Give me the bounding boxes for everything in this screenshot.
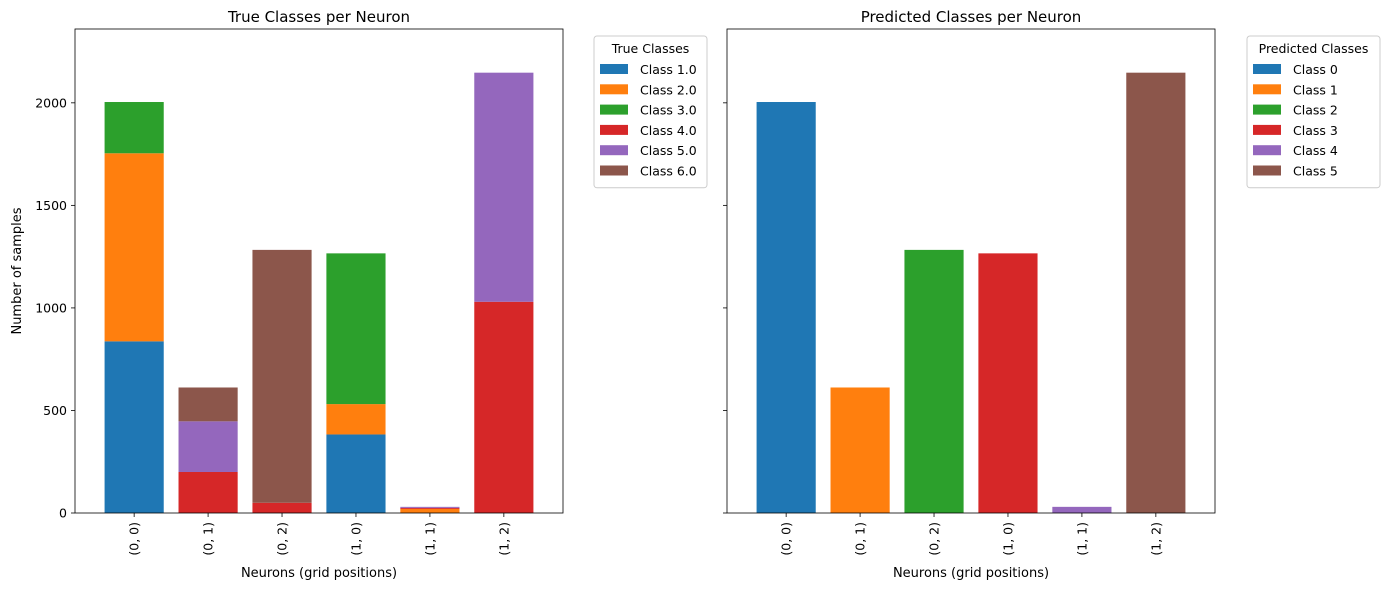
legend-label: Class 3	[1293, 123, 1338, 138]
legend-label: Class 5	[1293, 164, 1338, 179]
legend-title: True Classes	[611, 41, 690, 56]
bar-5-5	[1126, 72, 1186, 514]
legend-swatch	[1253, 124, 1281, 135]
legend-swatch	[600, 124, 628, 135]
bar-0-0	[756, 102, 816, 513]
x-tick-label: (1, 1)	[422, 522, 437, 556]
bar-4-4	[1052, 506, 1112, 513]
legend-swatch	[1253, 165, 1281, 176]
y-axis-label: Number of samples	[10, 207, 25, 334]
legend: True Classes Class 1.0 Class 2.0 Class 3.0 C…	[593, 35, 708, 189]
bar-2-3	[326, 253, 386, 405]
bar-4-1	[178, 421, 238, 472]
bar-1-1	[830, 387, 890, 513]
bar-3-3	[978, 253, 1038, 514]
y-tick-label: 2000	[35, 95, 67, 110]
legend-label: Class 2	[1293, 103, 1338, 118]
legend-label: Class 0	[1293, 62, 1338, 77]
legend-swatch	[1253, 145, 1281, 156]
bar-2-0	[104, 102, 164, 154]
x-tick-label: (0, 2)	[275, 522, 290, 556]
x-tick-label: (1, 1)	[1074, 522, 1089, 556]
x-tick-label: (0, 0)	[779, 522, 794, 556]
x-tick-label: (0, 0)	[127, 522, 142, 556]
x-axis-label: Neurons (grid positions)	[893, 566, 1049, 581]
bar-3-4	[400, 507, 460, 509]
legend-swatch	[600, 84, 628, 95]
bar-1-0	[104, 153, 164, 342]
bar-3-5	[474, 301, 534, 513]
x-tick-label: (1, 2)	[1148, 522, 1163, 556]
legend-swatch	[600, 64, 628, 74]
bar-4-5	[474, 72, 534, 302]
legend-label: Class 1.0	[640, 62, 697, 77]
legend-label: Class 4	[1293, 143, 1338, 158]
bar-0-0	[104, 341, 164, 513]
legend-swatch	[600, 165, 628, 176]
legend: Predicted Classes Class 0 Class 1 Class 2 Cl…	[1246, 35, 1381, 189]
plot-frame	[74, 28, 564, 514]
legend-swatch	[600, 104, 628, 115]
legend-label: Class 6.0	[640, 164, 697, 179]
true-classes-panel: 0 500 1000 1500 2000 (0, 0) (0, 1) (0, 2) (1, 0)…	[10, 8, 708, 581]
chart-title: True Classes per Neuron	[227, 8, 410, 26]
legend-label: Class 3.0	[640, 103, 697, 118]
bar-0-3	[326, 434, 386, 513]
y-tick-label: 1500	[35, 198, 67, 213]
bar-5-1	[178, 387, 238, 422]
legend-label: Class 5.0	[640, 143, 697, 158]
legend-swatch	[1253, 64, 1281, 74]
bar-3-1	[178, 471, 238, 513]
plot-frame	[726, 28, 1216, 514]
y-tick-label: 500	[43, 403, 67, 418]
x-tick-label: (0, 2)	[927, 522, 942, 556]
bar-1-3	[326, 404, 386, 435]
legend-label: Class 4.0	[640, 123, 697, 138]
chart-title: Predicted Classes per Neuron	[861, 8, 1082, 26]
x-tick-label: (1, 0)	[1000, 522, 1015, 556]
legend-swatch	[1253, 104, 1281, 115]
bar-2-2	[904, 249, 964, 513]
legend-swatch	[600, 145, 628, 156]
x-tick-label: (1, 0)	[348, 522, 363, 556]
x-tick-label: (0, 1)	[201, 522, 216, 556]
legend-title: Predicted Classes	[1259, 41, 1369, 56]
x-tick-label: (1, 2)	[496, 522, 511, 556]
x-axis-label: Neurons (grid positions)	[241, 566, 397, 581]
legend-label: Class 2.0	[640, 82, 697, 97]
bar-3-2	[252, 502, 312, 513]
legend-label: Class 1	[1293, 82, 1338, 97]
y-tick-label: 0	[59, 506, 67, 521]
legend-swatch	[1253, 84, 1281, 95]
x-tick-label: (0, 1)	[853, 522, 868, 556]
y-tick-label: 1000	[35, 300, 67, 315]
bar-1-4	[400, 508, 460, 513]
bar-4-4	[400, 506, 460, 508]
predicted-classes-panel: (0, 0) (0, 1) (0, 2) (1, 0) (1, 1) (1, 2) Pred…	[723, 8, 1381, 581]
bar-5-2	[252, 249, 312, 503]
